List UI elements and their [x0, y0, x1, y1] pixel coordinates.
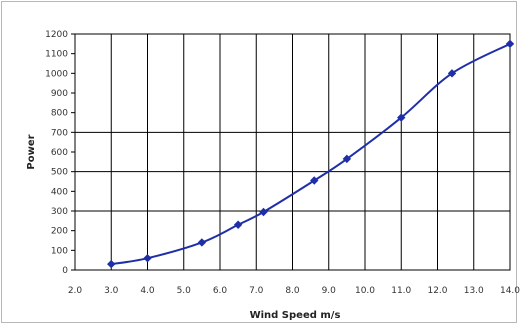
- x-tick-label: 10.0: [355, 286, 375, 296]
- y-tick-label: 900: [51, 89, 68, 99]
- tick-labels: 0 100 200 300 400 500 600 700 800 900 1000 1100 1200…: [45, 30, 520, 296]
- axes: [71, 33, 511, 271]
- x-tick-label: 12.0: [427, 286, 447, 296]
- x-tick-label: 13.0: [464, 286, 484, 296]
- power-curve-line: [111, 42, 511, 266]
- x-tick-label: 11.0: [391, 286, 411, 296]
- y-tick-label: 0: [62, 266, 68, 276]
- grid: [74, 34, 511, 270]
- series-layer: [107, 39, 515, 269]
- x-tick-label: 8.0: [285, 286, 300, 296]
- data-point-marker: [259, 207, 268, 217]
- x-tick-label: 3.0: [104, 286, 119, 296]
- y-tick-label: 1100: [45, 50, 68, 60]
- y-tick-label: 1000: [45, 69, 68, 79]
- x-tick-label: 4.0: [140, 286, 155, 296]
- data-point-marker: [505, 39, 515, 49]
- data-point-marker: [233, 220, 243, 229]
- x-tick-label: 2.0: [68, 286, 83, 296]
- x-tick-label: 9.0: [322, 286, 337, 296]
- x-axis-title: Wind Speed m/s: [250, 310, 341, 321]
- y-tick-label: 500: [51, 168, 68, 178]
- data-point-marker: [197, 238, 207, 247]
- x-tick-label: 7.0: [249, 286, 264, 296]
- data-point-marker: [447, 69, 457, 78]
- x-tick-label: 14.0: [500, 286, 520, 296]
- y-tick-label: 100: [51, 246, 68, 256]
- data-point-marker: [107, 259, 116, 269]
- y-tick-label: 300: [51, 207, 68, 217]
- data-point-marker: [310, 176, 319, 185]
- y-tick-label: 200: [51, 227, 68, 237]
- data-point-marker: [342, 154, 352, 164]
- y-axis-title: Power: [26, 134, 37, 169]
- y-tick-label: 400: [51, 187, 68, 197]
- y-tick-label: 600: [51, 148, 68, 158]
- x-tick-label: 6.0: [213, 286, 228, 296]
- data-point-marker: [143, 253, 152, 263]
- x-tick-label: 5.0: [177, 286, 192, 296]
- y-tick-label: 700: [51, 128, 68, 138]
- data-point-marker: [397, 113, 406, 122]
- y-tick-label: 800: [51, 109, 68, 119]
- y-tick-label: 1200: [45, 30, 68, 40]
